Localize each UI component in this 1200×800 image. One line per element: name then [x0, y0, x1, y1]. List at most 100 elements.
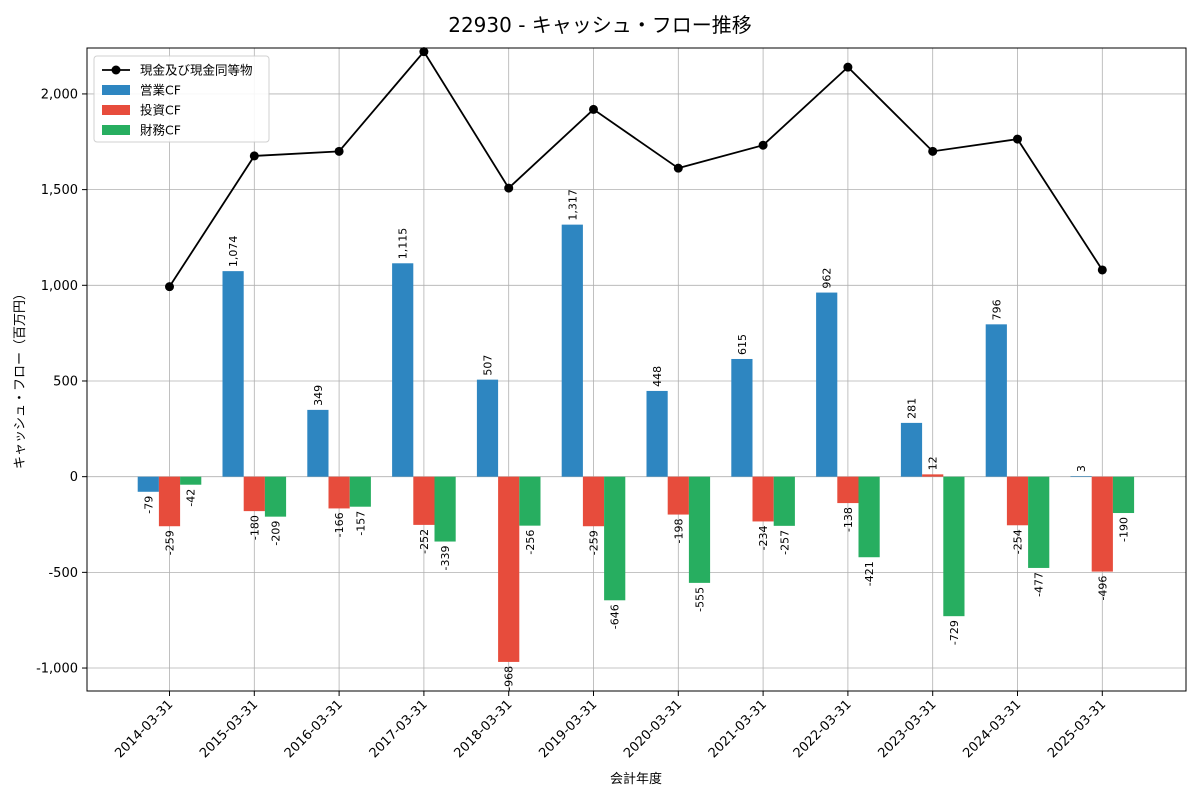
bar	[1112, 476, 1135, 514]
bar	[900, 422, 923, 477]
x-tick-label: 2019-03-31	[536, 697, 600, 761]
legend-label: 現金及び現金同等物	[140, 63, 253, 78]
cash-line-point	[419, 47, 429, 57]
bar-value-label: -257	[778, 530, 791, 555]
gridlines	[87, 48, 1186, 691]
y-tick-label: -500	[48, 566, 78, 581]
bar-value-label: 12	[927, 456, 940, 470]
legend-frame	[93, 55, 270, 143]
bar-value-labels: -79 1,074 349 1,115 507 1,317 448 615 962 281 796 3…	[142, 189, 1130, 691]
bar	[688, 476, 711, 583]
legend-label: 財務CF	[140, 123, 181, 138]
bar-value-label: 3	[1075, 465, 1088, 472]
y-tick-label: 2,000	[41, 87, 78, 102]
bar-value-label: -254	[1012, 529, 1025, 554]
cash-line-point	[589, 104, 598, 114]
bar	[307, 409, 329, 477]
bar	[222, 271, 244, 477]
bar	[731, 358, 753, 477]
bar	[243, 476, 265, 512]
bar-value-label: 448	[651, 366, 664, 387]
cash-line-point	[1013, 134, 1022, 144]
bar	[180, 476, 202, 485]
bar-value-label: 281	[906, 398, 919, 419]
bar	[646, 390, 668, 477]
bar	[413, 476, 435, 525]
cash-line-point	[843, 62, 853, 72]
bar	[922, 474, 944, 477]
legend-label: 営業CF	[140, 83, 181, 98]
bar-value-label: -157	[354, 511, 367, 536]
bar	[328, 476, 350, 509]
y-tick-label: 1,000	[41, 279, 78, 294]
bar	[476, 379, 499, 477]
legend-swatch	[102, 85, 130, 95]
bar-value-label: -421	[863, 561, 876, 586]
x-tick-label: 2018-03-31	[451, 697, 515, 761]
bars	[137, 224, 1135, 662]
bar-value-label: -259	[588, 530, 601, 555]
bar-value-label: 507	[482, 355, 495, 376]
bar-value-label: -180	[248, 515, 261, 540]
x-tick-label: 2014-03-31	[112, 697, 176, 761]
bar	[434, 476, 456, 542]
bar-value-label: 1,317	[566, 189, 579, 221]
bar	[498, 476, 520, 662]
bar	[773, 476, 795, 526]
bar-value-label: 962	[821, 268, 834, 289]
bar	[582, 476, 605, 527]
bar-value-label: 796	[990, 299, 1003, 320]
bar-value-label: 349	[312, 385, 325, 406]
bar-value-label: -256	[524, 530, 537, 555]
cash-line-point	[165, 282, 174, 292]
legend-label: 投資CF	[140, 103, 181, 118]
bar	[752, 476, 774, 522]
y-tick-label: 1,500	[41, 183, 78, 198]
bar	[816, 292, 838, 477]
bar-value-label: -79	[142, 496, 155, 514]
bar	[985, 324, 1007, 477]
cash-line-point	[504, 183, 514, 193]
bar	[349, 476, 371, 507]
bar-value-label: -968	[503, 666, 516, 691]
legend-swatch	[102, 105, 130, 115]
x-tick-label: 2021-03-31	[706, 697, 770, 761]
bar-value-label: -259	[164, 530, 177, 555]
x-axis-ticks: 2014-03-31 2015-03-31 2016-03-31 2017-03-31…	[112, 691, 1109, 761]
bar	[667, 476, 689, 515]
bar-value-label: -729	[948, 620, 961, 645]
x-tick-label: 2023-03-31	[875, 697, 939, 761]
bar	[858, 476, 880, 558]
x-tick-label: 2024-03-31	[960, 697, 1024, 761]
cash-line-point	[1097, 265, 1107, 275]
chart-title: 22930 - キャッシュ・フロー推移	[448, 13, 752, 37]
bar	[158, 476, 181, 527]
bar	[137, 476, 159, 492]
y-axis-ticks: -1,000 -500 0 500 1,000 1,500 2,000	[36, 87, 87, 677]
x-tick-label: 2022-03-31	[791, 697, 855, 761]
bar-value-label: -646	[609, 604, 622, 629]
x-axis-label: 会計年度	[610, 771, 662, 787]
bar	[1028, 476, 1050, 568]
plot-frame	[86, 47, 1187, 692]
x-tick-label: 2025-03-31	[1045, 697, 1109, 761]
y-tick-label: 500	[53, 374, 78, 389]
legend-marker	[111, 65, 121, 75]
cash-line-point	[673, 163, 683, 173]
bar-value-label: -166	[333, 512, 346, 537]
bar	[943, 476, 965, 617]
legend-swatch	[102, 125, 130, 135]
bar	[519, 476, 541, 526]
bar-value-label: -252	[418, 529, 431, 554]
y-tick-label: -1,000	[36, 662, 78, 677]
x-tick-label: 2017-03-31	[367, 697, 431, 761]
cash-line-point	[334, 146, 344, 156]
cash-line	[165, 47, 1107, 292]
y-axis-label: キャッシュ・フロー（百万円）	[13, 287, 28, 469]
y-tick-label: 0	[70, 470, 78, 485]
bar	[1091, 476, 1113, 572]
cash-line-point	[928, 146, 938, 156]
bar-value-label: 615	[736, 334, 749, 355]
